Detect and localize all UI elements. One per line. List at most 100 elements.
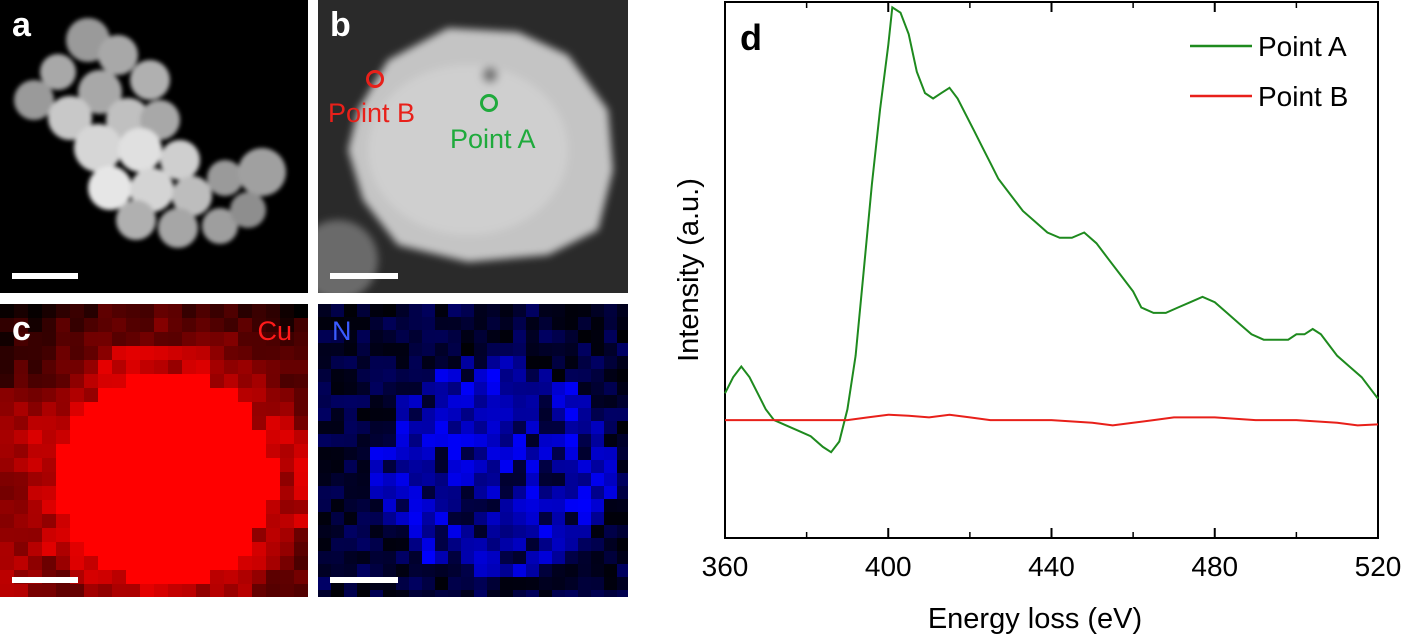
n-map-pixel [500,421,513,434]
n-map-pixel [591,343,604,356]
n-map-pixel [461,434,474,447]
n-map-pixel [461,512,474,525]
cu-map-pixel [140,472,154,486]
x-tick-label: 400 [865,551,912,582]
cu-map-pixel [210,514,224,528]
cu-map-pixel [14,430,28,444]
n-map-pixel [604,447,617,460]
n-map-pixel [344,434,357,447]
cu-map-pixel [140,346,154,360]
n-map-pixel [409,369,422,382]
cu-map-pixel [210,584,224,597]
cu-map-pixel [42,472,56,486]
n-map-pixel [578,408,591,421]
cu-map-pixel [210,332,224,346]
n-map-pixel [474,460,487,473]
n-map-pixel [357,486,370,499]
cu-map-pixel [14,528,28,542]
n-map-pixel [357,356,370,369]
cu-map-pixel [196,360,210,374]
n-map-pixel [461,564,474,577]
n-map-pixel [435,460,448,473]
cu-map-pixel [280,360,294,374]
n-map-pixel [565,460,578,473]
cu-map-pixel [14,374,28,388]
cu-map-pixel [294,332,308,346]
n-map-pixel [396,486,409,499]
n-map-pixel [357,499,370,512]
cu-map-pixel [98,304,112,318]
n-map-pixel [513,304,526,317]
cu-map-pixel [70,458,84,472]
n-map-pixel [422,473,435,486]
cu-map-pixel [70,430,84,444]
n-map-pixel [513,499,526,512]
eels-spectrum-chart: 360 400 440 480 520 d Intensity (a.u.) Energ… [673,1,1402,635]
cu-map-pixel [140,388,154,402]
cu-map-pixel [84,472,98,486]
n-map-pixel [383,330,396,343]
n-map-pixel [526,460,539,473]
n-map-pixel [565,317,578,330]
cu-map-pixel [168,360,182,374]
legend-label: Point A [1258,31,1347,62]
n-map-pixel [422,421,435,434]
cu-map-pixel [238,388,252,402]
n-map-pixel [578,434,591,447]
cu-map-pixel [294,346,308,360]
cu-map-pixel [98,360,112,374]
n-map-pixel [487,551,500,564]
cu-map-pixel [84,416,98,430]
cu-map-pixel [154,402,168,416]
n-map-pixel [461,551,474,564]
cu-map-pixel [154,542,168,556]
n-map-pixel [565,382,578,395]
n-map-pixel [578,577,591,590]
cu-map-pixel [168,304,182,318]
cu-map-pixel [210,486,224,500]
scale-bar [330,273,398,279]
cu-map-pixel [14,402,28,416]
cu-map-pixel [84,528,98,542]
n-map-pixel [344,421,357,434]
n-map-pixel [370,356,383,369]
n-map-pixel [357,473,370,486]
x-tick-label: 520 [1355,551,1402,582]
cu-map-pixel [238,458,252,472]
n-map-pixel [552,356,565,369]
n-map-pixel [552,434,565,447]
cu-map-pixel [0,374,14,388]
n-map-pixel [591,317,604,330]
cu-map-pixel [182,332,196,346]
cu-map-pixel [70,584,84,597]
cu-map-pixel [224,556,238,570]
n-map-pixel [565,590,578,597]
n-map-pixel [396,577,409,590]
n-map-pixel [526,434,539,447]
n-map-pixel [617,343,628,356]
n-map-pixel [461,421,474,434]
n-map-pixel [318,460,331,473]
n-map-pixel [578,499,591,512]
n-map-pixel [357,590,370,597]
cu-map-pixel [98,472,112,486]
n-map-pixel [383,434,396,447]
cu-map-pixel [210,360,224,374]
scale-bar [12,273,78,279]
n-map-pixel [344,486,357,499]
cu-map-pixel [196,388,210,402]
cu-map-pixel [42,528,56,542]
n-map-pixel [396,512,409,525]
n-element-label: N [332,316,352,346]
cu-map-pixel [70,514,84,528]
n-map-pixel [591,551,604,564]
n-map-pixel [604,551,617,564]
cu-map-pixel [238,556,252,570]
cu-map-pixel [182,486,196,500]
cu-map-pixel [280,374,294,388]
cu-map-pixel [14,304,28,318]
cu-map-pixel [182,500,196,514]
cu-map-pixel [84,388,98,402]
n-map-pixel [396,304,409,317]
n-map-pixel [539,577,552,590]
